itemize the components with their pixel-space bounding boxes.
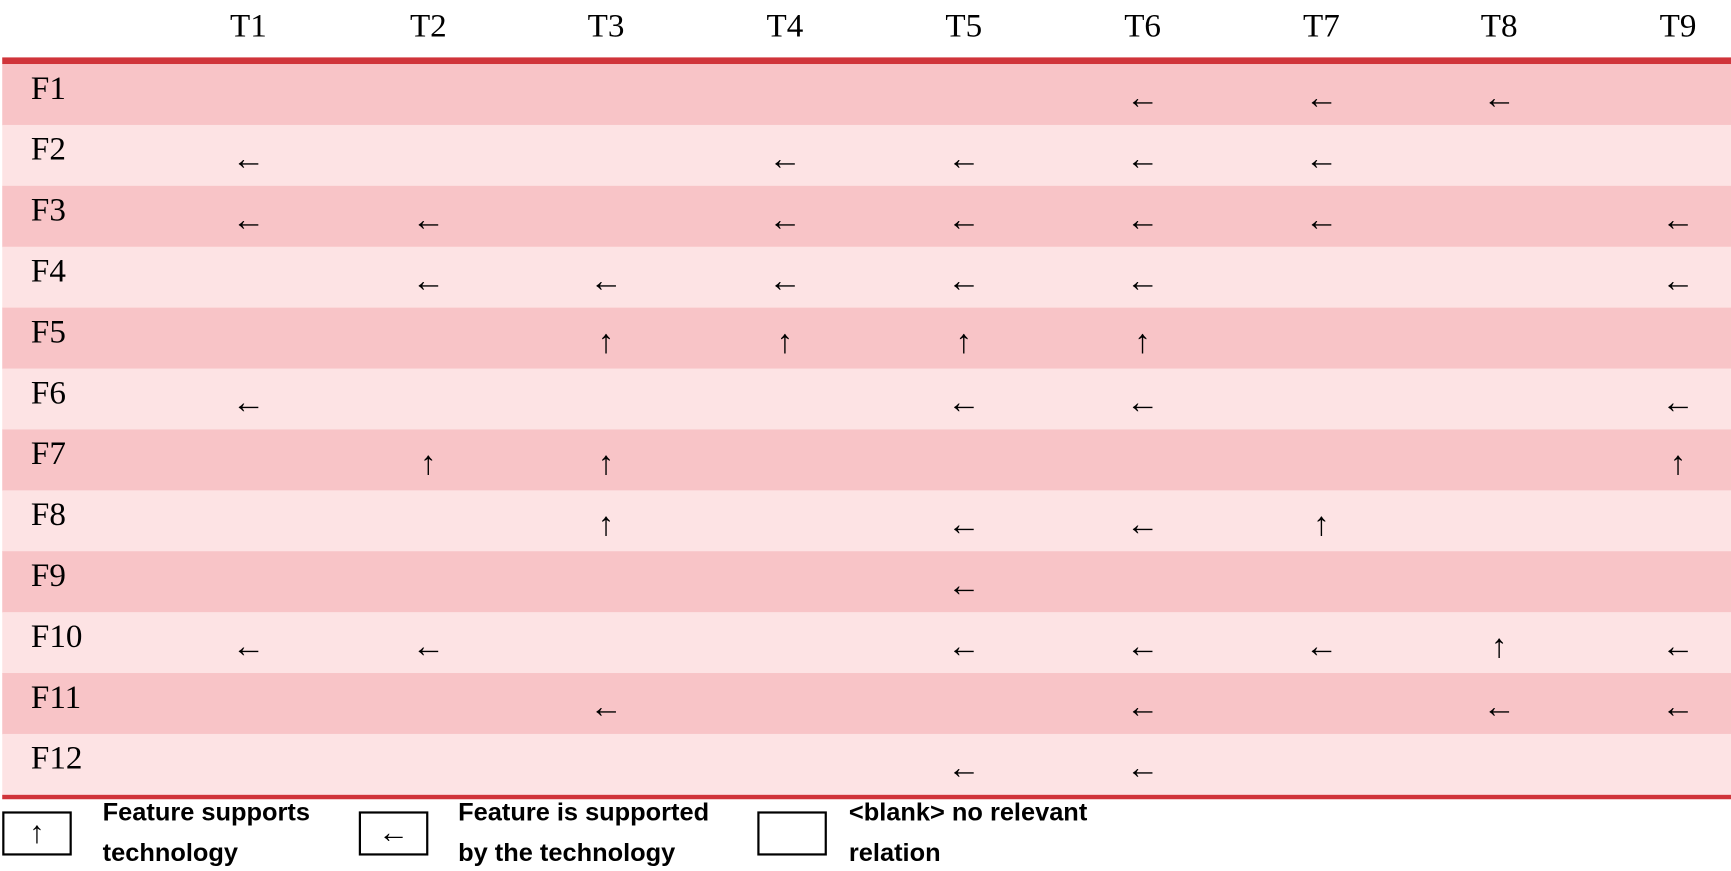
cell-symbol: ← — [1661, 201, 1694, 238]
cell-symbol: ↑ — [598, 323, 615, 360]
cell-symbol: ↑ — [955, 323, 972, 360]
row-label: F3 — [31, 192, 66, 229]
cell-symbol: ← — [1305, 141, 1338, 178]
legend-text: by the technology — [458, 839, 675, 867]
row-background — [2, 733, 1731, 796]
column-header: T6 — [1124, 7, 1161, 44]
cell-symbol: ← — [1126, 750, 1159, 787]
cell-symbol: ↑ — [777, 323, 794, 360]
cell-symbol: ← — [412, 262, 445, 299]
cell-symbol: ← — [1305, 201, 1338, 238]
cell-symbol: ← — [947, 201, 980, 238]
column-header: T7 — [1303, 7, 1340, 44]
legend-box — [757, 811, 827, 856]
column-header: T1 — [230, 7, 267, 44]
cell-symbol: ← — [1483, 689, 1516, 726]
row-background — [2, 551, 1731, 613]
row-label: F9 — [31, 557, 66, 594]
column-header: T4 — [767, 7, 804, 44]
cell-symbol: ← — [768, 201, 801, 238]
cell-symbol: ← — [1661, 384, 1694, 421]
cell-symbol: ← — [412, 628, 445, 665]
cell-symbol: ← — [1305, 80, 1338, 117]
legend-box — [2, 811, 72, 856]
cell-symbol: ← — [232, 628, 265, 665]
cell-symbol: ← — [412, 201, 445, 238]
legend-symbol: ↑ — [29, 815, 44, 850]
row-label: F8 — [31, 496, 66, 533]
cell-symbol: ← — [947, 750, 980, 787]
row-label: F4 — [31, 252, 66, 289]
legend-symbol: ← — [378, 815, 409, 850]
cell-symbol: ← — [1126, 262, 1159, 299]
column-header: T5 — [945, 7, 982, 44]
row-background — [2, 124, 1731, 187]
row-background — [2, 185, 1731, 248]
header-rule — [2, 57, 1731, 65]
legend-text: Feature supports — [103, 798, 310, 826]
row-label: F2 — [31, 131, 66, 168]
cell-symbol: ← — [232, 141, 265, 178]
row-label: F11 — [31, 679, 81, 716]
row-label: F1 — [31, 70, 66, 107]
legend-text: relation — [849, 839, 941, 867]
cell-symbol: ← — [947, 628, 980, 665]
column-header: T2 — [410, 7, 447, 44]
cell-symbol: ← — [590, 262, 623, 299]
cell-symbol: ↑ — [598, 506, 615, 543]
cell-symbol: ← — [1661, 689, 1694, 726]
cell-symbol: ← — [232, 201, 265, 238]
cell-symbol: ↑ — [1313, 506, 1330, 543]
row-label: F6 — [31, 374, 66, 411]
cell-symbol: ↑ — [598, 445, 615, 482]
legend-text: Feature is supported — [458, 798, 709, 826]
cell-symbol: ← — [1661, 262, 1694, 299]
bottom-rule — [2, 794, 1731, 800]
cell-symbol: ← — [768, 141, 801, 178]
row-label: F7 — [31, 435, 66, 472]
cell-symbol: ← — [1126, 628, 1159, 665]
cell-symbol: ← — [1483, 80, 1516, 117]
row-background — [2, 490, 1731, 552]
cell-symbol: ← — [947, 141, 980, 178]
row-background — [2, 368, 1731, 430]
cell-symbol: ← — [1126, 141, 1159, 178]
cell-symbol: ← — [1126, 80, 1159, 117]
row-background — [2, 307, 1731, 370]
cell-symbol: ← — [1126, 689, 1159, 726]
cell-symbol: ← — [1126, 506, 1159, 543]
row-label: F12 — [31, 740, 83, 777]
cell-symbol: ← — [590, 689, 623, 726]
row-background — [2, 429, 1731, 491]
legend-text: <blank> no relevant — [849, 798, 1088, 826]
column-header: T9 — [1660, 7, 1697, 44]
cell-symbol: ← — [768, 262, 801, 299]
cell-symbol: ← — [947, 384, 980, 421]
cell-symbol: ↑ — [420, 445, 437, 482]
cell-symbol: ← — [1126, 384, 1159, 421]
row-background — [2, 673, 1731, 735]
row-label: F10 — [31, 618, 83, 655]
cell-symbol: ← — [232, 384, 265, 421]
cell-symbol: ↑ — [1491, 628, 1508, 665]
row-label: F5 — [31, 313, 66, 350]
row-background — [2, 612, 1731, 674]
cell-symbol: ↑ — [1134, 323, 1151, 360]
cell-symbol: ← — [1661, 628, 1694, 665]
row-background — [2, 64, 1731, 126]
cell-symbol: ← — [1305, 628, 1338, 665]
legend-box — [358, 811, 429, 856]
row-background — [2, 246, 1731, 309]
cell-symbol: ← — [1126, 201, 1159, 238]
cell-symbol: ↑ — [1670, 445, 1687, 482]
cell-symbol: ← — [947, 506, 980, 543]
legend-text: technology — [103, 839, 238, 867]
column-header: T8 — [1481, 7, 1518, 44]
cell-symbol: ← — [947, 567, 980, 604]
column-header: T3 — [588, 7, 625, 44]
cell-symbol: ← — [947, 262, 980, 299]
